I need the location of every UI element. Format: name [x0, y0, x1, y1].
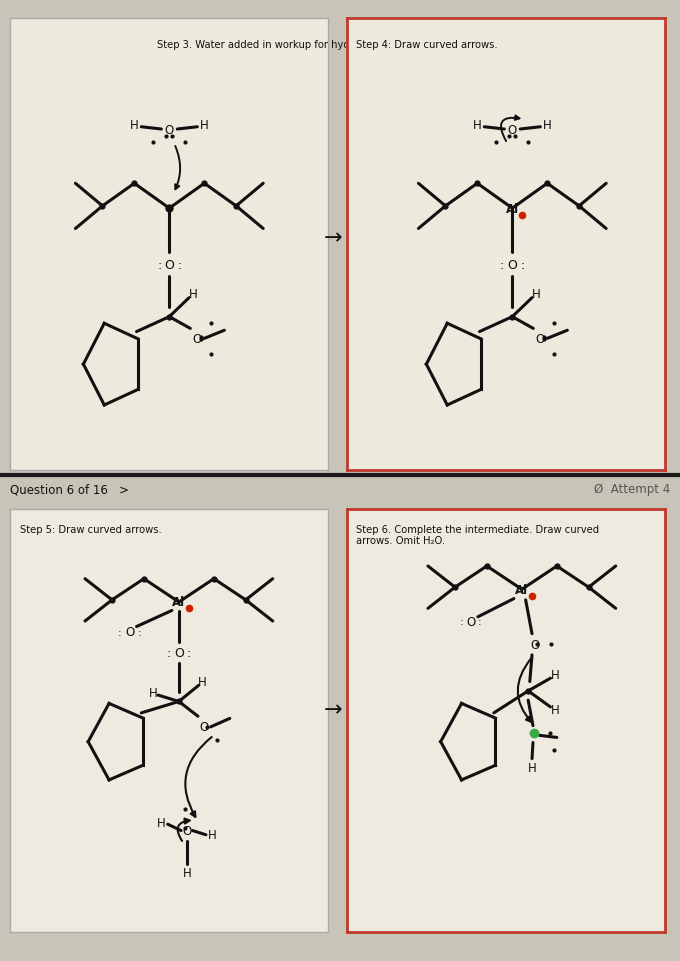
Text: →: →	[324, 229, 343, 248]
Text: O: O	[507, 259, 517, 272]
Text: O: O	[125, 626, 134, 638]
Text: O: O	[536, 333, 545, 346]
Text: O: O	[165, 123, 174, 136]
Text: Al: Al	[515, 583, 528, 596]
Text: H: H	[543, 119, 551, 132]
Text: O: O	[174, 647, 184, 659]
Text: H: H	[189, 287, 198, 301]
Text: H: H	[473, 119, 481, 132]
Text: :: :	[520, 259, 524, 272]
Text: H: H	[157, 816, 166, 828]
Text: Step 5: Draw curved arrows.: Step 5: Draw curved arrows.	[20, 524, 161, 534]
Text: :: :	[167, 647, 171, 659]
Text: O: O	[508, 123, 517, 136]
Text: :: :	[137, 627, 141, 637]
Text: :: :	[187, 647, 191, 659]
Text: :: :	[500, 259, 505, 272]
Text: H: H	[551, 703, 560, 717]
Text: :: :	[177, 259, 182, 272]
Text: Step 4: Draw curved arrows.: Step 4: Draw curved arrows.	[356, 39, 498, 50]
Text: →: →	[324, 700, 343, 719]
Text: :: :	[460, 616, 463, 627]
Text: H: H	[532, 287, 541, 301]
Text: O: O	[165, 259, 174, 272]
Text: H: H	[551, 669, 560, 681]
Text: Ø  Attempt 4: Ø Attempt 4	[594, 482, 670, 496]
Text: Step 3. Water added in workup for hydrolysis.: Step 3. Water added in workup for hydrol…	[156, 39, 385, 50]
Text: H: H	[208, 828, 217, 842]
Text: H: H	[200, 119, 209, 132]
Text: O: O	[200, 721, 209, 733]
Text: H: H	[528, 761, 537, 774]
Text: H: H	[130, 119, 139, 132]
Text: H: H	[199, 675, 207, 688]
Text: :: :	[478, 616, 481, 627]
Text: O: O	[182, 825, 192, 837]
Text: Al: Al	[172, 596, 186, 609]
Text: O: O	[530, 638, 539, 652]
Text: :: :	[157, 259, 161, 272]
Text: Question 6 of 16   >: Question 6 of 16 >	[10, 482, 129, 496]
Text: Step 6. Complete the intermediate. Draw curved
arrows. Omit H₂O.: Step 6. Complete the intermediate. Draw …	[356, 524, 600, 546]
Text: Al: Al	[506, 203, 519, 215]
Text: H: H	[149, 687, 158, 700]
Text: H: H	[182, 867, 191, 879]
Text: O: O	[192, 333, 202, 346]
Text: O: O	[466, 615, 475, 628]
Text: :: :	[118, 627, 122, 637]
